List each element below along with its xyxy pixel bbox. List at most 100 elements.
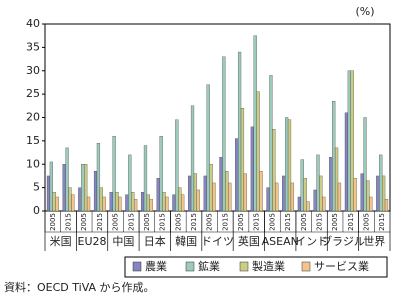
legend-label: 鉱業: [198, 259, 220, 273]
x-tick-label: 2005: [143, 213, 151, 231]
bar: [162, 192, 166, 212]
bar: [159, 136, 163, 212]
bar: [49, 161, 53, 212]
x-tick-label: 2005: [237, 213, 245, 231]
bar: [81, 164, 85, 212]
bar: [384, 199, 389, 212]
bar: [78, 187, 82, 212]
bar: [253, 35, 257, 212]
legend-swatch: [239, 261, 249, 272]
bar: [131, 192, 135, 212]
source-note: 資料：OECD TiVA から作成。: [4, 280, 155, 294]
bar: [287, 119, 292, 212]
bar: [243, 173, 247, 212]
group-label: EU28: [78, 235, 107, 248]
y-tick-label: 20: [26, 111, 40, 124]
y-tick-label: 25: [26, 87, 40, 100]
bar: [360, 173, 364, 212]
x-tick-label: 2005: [331, 213, 339, 231]
bar: [188, 175, 192, 212]
bar: [112, 136, 116, 212]
bar: [382, 175, 386, 212]
bar: [300, 159, 304, 212]
legend-label: サービス業: [314, 260, 369, 273]
bar: [181, 194, 185, 212]
group-label: 英国: [238, 234, 260, 248]
group-label: 世界: [363, 235, 385, 248]
bar: [269, 75, 273, 212]
bar: [102, 196, 106, 212]
bar: [337, 182, 342, 212]
bar: [222, 56, 226, 212]
bar: [96, 143, 101, 212]
bar: [219, 157, 223, 212]
bar: [178, 187, 182, 212]
x-tick-label: 2005: [112, 213, 120, 231]
x-tick-label: 2015: [284, 213, 292, 231]
bar: [133, 199, 138, 212]
y-tick-label: 5: [33, 181, 40, 194]
x-tick-label: 2005: [206, 213, 214, 231]
y-tick-label: 15: [26, 134, 40, 147]
bar: [190, 105, 195, 212]
y-tick-label: 35: [26, 40, 40, 53]
bar: [334, 147, 339, 212]
bar: [46, 175, 51, 212]
group-label: ブラジル: [321, 234, 365, 248]
y-tick-label: 40: [26, 17, 40, 30]
bar: [282, 175, 286, 212]
y-tick-label: 0: [33, 204, 40, 217]
bar: [212, 182, 216, 212]
bar: [366, 180, 370, 212]
bar: [228, 182, 232, 212]
x-tick-label: 2005: [268, 213, 276, 231]
x-tick-label: 2015: [65, 213, 73, 231]
group-label: ドイツ: [201, 235, 234, 248]
bar: [347, 70, 351, 212]
bar: [240, 108, 245, 212]
bar: [206, 84, 210, 212]
x-tick-label: 2015: [190, 213, 198, 231]
x-tick-label: 2015: [315, 213, 323, 231]
x-tick-label: 2005: [174, 213, 182, 231]
bar: [225, 171, 229, 212]
bar: [290, 182, 295, 212]
x-tick-label: 2015: [347, 213, 355, 231]
bar: [369, 196, 373, 212]
bar: [193, 173, 198, 212]
bar: [363, 117, 367, 212]
bar: [379, 154, 383, 212]
bar: [55, 196, 59, 212]
group-label: インド: [295, 235, 328, 248]
bar: [237, 51, 242, 212]
bar: [65, 147, 69, 212]
group-label: 中国: [112, 235, 134, 248]
bar: [86, 196, 91, 212]
bar: [109, 192, 113, 212]
bar: [285, 117, 289, 212]
bar: [99, 187, 103, 212]
x-tick-label: 2005: [300, 213, 308, 231]
x-tick-label: 2015: [221, 213, 229, 231]
bar: [203, 175, 207, 212]
bar: [319, 175, 323, 212]
bar: [376, 175, 380, 212]
x-tick-label: 2005: [80, 213, 88, 231]
bar: [303, 178, 307, 212]
bar: [332, 100, 336, 212]
legend-swatch: [301, 261, 311, 272]
bar: [266, 187, 270, 212]
bar: [68, 187, 72, 212]
x-tick-label: 2015: [253, 213, 261, 231]
bar: [313, 189, 317, 212]
x-tick-label: 2015: [127, 213, 135, 231]
bar: [115, 192, 119, 212]
bar: [322, 196, 326, 212]
bar: [149, 199, 153, 212]
bar: [175, 119, 179, 212]
bar: [140, 192, 145, 212]
x-tick-label: 2015: [378, 213, 386, 231]
x-tick-label: 2015: [96, 213, 104, 231]
y-tick-label: 30: [26, 64, 40, 77]
x-tick-label: 2005: [49, 213, 57, 231]
